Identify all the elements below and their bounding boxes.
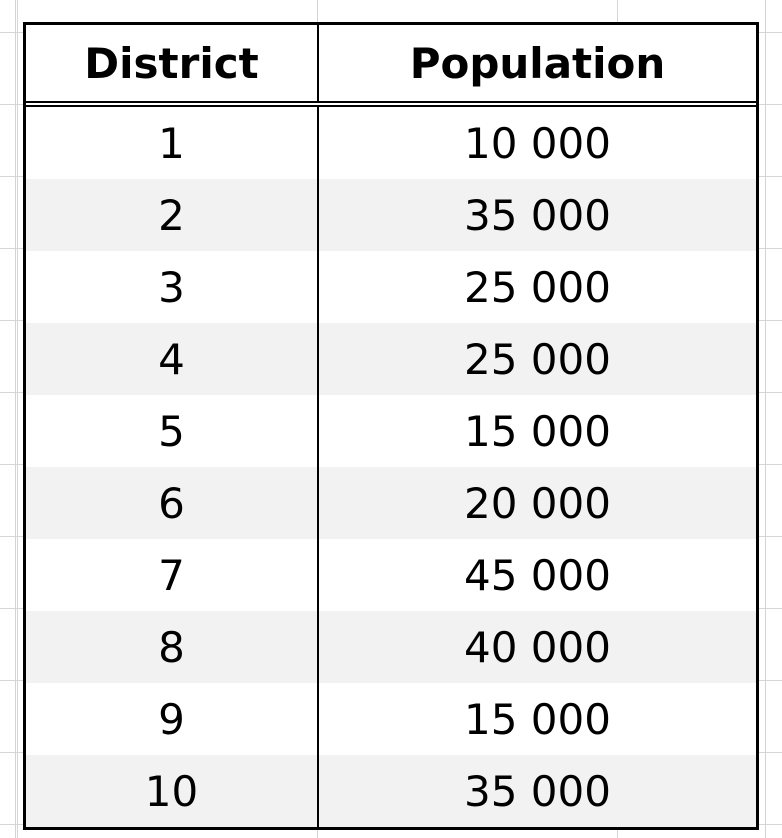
table-row: 3 25 000 [26, 251, 756, 323]
population-cell[interactable]: 10 000 [464, 118, 611, 168]
district-cell[interactable]: 7 [26, 539, 319, 611]
table-row: 9 15 000 [26, 683, 756, 755]
header-row: District Population [26, 25, 756, 107]
column-header-population[interactable]: Population [318, 25, 756, 107]
district-cell[interactable]: 2 [26, 179, 319, 251]
district-cell[interactable]: 8 [26, 611, 319, 683]
population-cell[interactable]: 35 000 [318, 755, 756, 827]
district-cell[interactable]: 1 [26, 104, 319, 179]
district-cell[interactable]: 9 [26, 683, 319, 755]
population-cell[interactable]: 15 000 [464, 406, 611, 456]
district-cell[interactable]: 6 [26, 467, 319, 539]
gridline [765, 0, 766, 838]
population-cell[interactable]: 25 000 [318, 323, 756, 395]
table-row: 7 45 000 [26, 539, 756, 611]
population-cell[interactable]: 45 000 [464, 550, 611, 600]
table-row: 5 15 000 [26, 395, 756, 467]
population-cell[interactable]: 35 000 [318, 179, 756, 251]
column-header-district[interactable]: District [26, 25, 319, 107]
population-cell[interactable]: 20 000 [318, 467, 756, 539]
district-cell[interactable]: 4 [26, 323, 319, 395]
table-row: 4 25 000 [26, 323, 756, 395]
table-row: 10 35 000 [26, 755, 756, 827]
district-cell[interactable]: 10 [26, 755, 319, 827]
population-cell[interactable]: 25 000 [464, 262, 611, 312]
district-cell[interactable]: 5 [26, 395, 319, 467]
table-row: 6 20 000 [26, 467, 756, 539]
table-row: 1 10 000 [26, 104, 756, 179]
population-cell[interactable]: 40 000 [318, 611, 756, 683]
table-row: 8 40 000 [26, 611, 756, 683]
table-row: 2 35 000 [26, 179, 756, 251]
gridline [15, 0, 16, 838]
data-table-frame: District Population 1 10 000 2 35 000 3 … [23, 22, 759, 830]
population-cell[interactable]: 15 000 [464, 694, 611, 744]
district-cell[interactable]: 3 [26, 251, 319, 323]
district-population-table: District Population 1 10 000 2 35 000 3 … [26, 25, 756, 827]
